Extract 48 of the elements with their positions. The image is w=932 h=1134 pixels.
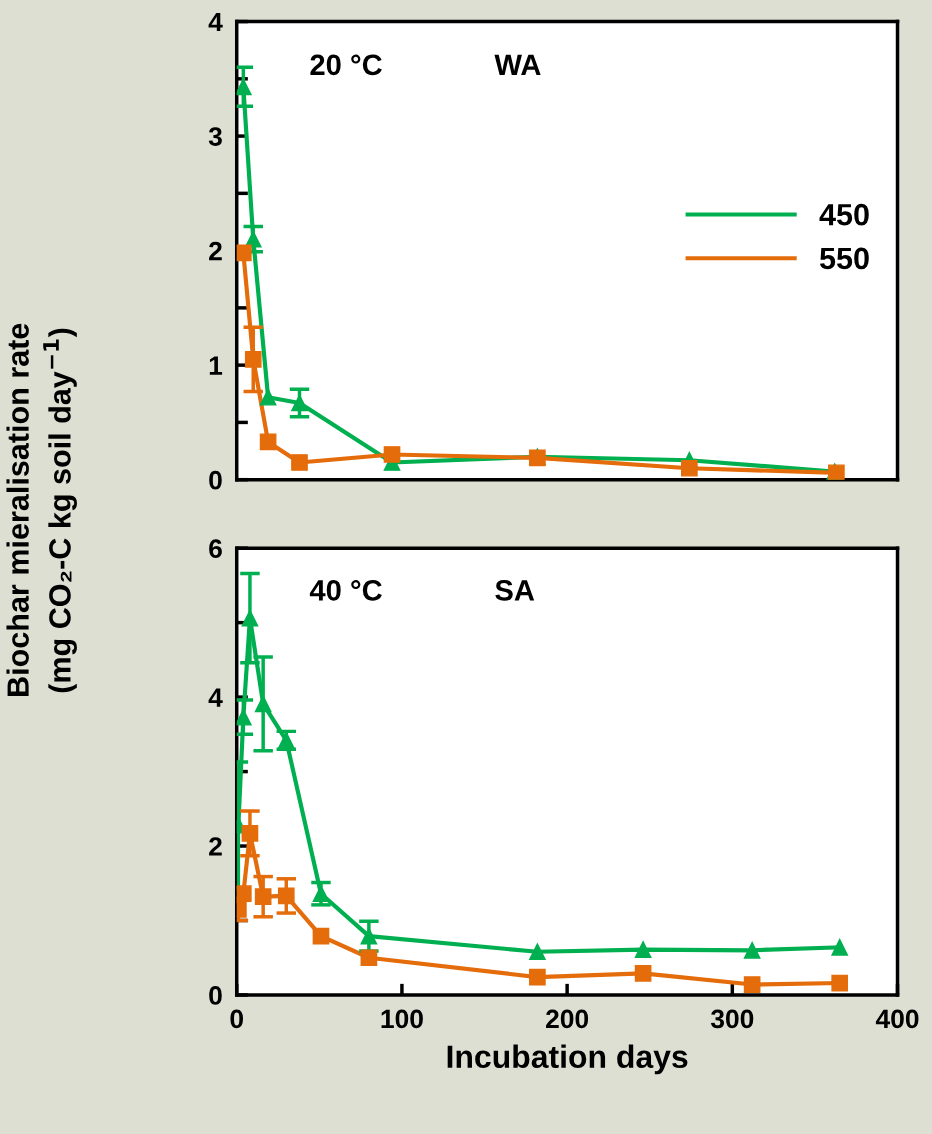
legend-label: 450 xyxy=(819,203,869,226)
point xyxy=(236,244,252,262)
point xyxy=(831,974,849,992)
y-axis-title: Biochar mieralisation rate (mg CO₂-C kg soil day$^{−1}$) xyxy=(6,323,77,696)
point xyxy=(254,888,272,906)
point xyxy=(634,965,652,982)
point xyxy=(360,949,378,967)
point xyxy=(241,825,259,842)
point xyxy=(236,78,252,96)
y-tick-label: 4 xyxy=(208,12,223,32)
y-tick-label: 0 xyxy=(209,986,222,1005)
annotation: SA xyxy=(495,580,535,601)
legend-label: 550 xyxy=(819,247,869,270)
y-tick-label: 4 xyxy=(208,688,223,707)
point xyxy=(743,941,761,959)
point xyxy=(681,459,698,477)
point xyxy=(831,938,849,956)
x-tick-label: 100 xyxy=(381,1009,423,1029)
point xyxy=(312,885,330,903)
x-tick-label: 200 xyxy=(546,1009,589,1029)
annotation: WA xyxy=(494,54,541,75)
point xyxy=(277,887,295,905)
x-tick-label: 400 xyxy=(875,1009,919,1029)
point xyxy=(254,695,272,713)
x-tick-label: 300 xyxy=(710,1009,754,1029)
point xyxy=(529,943,546,961)
annotation: 20 °C xyxy=(310,54,382,76)
point xyxy=(291,454,308,471)
annotation: 40 °C xyxy=(309,580,382,601)
point xyxy=(360,927,378,945)
point xyxy=(236,885,252,903)
point xyxy=(259,388,277,406)
point xyxy=(259,433,277,451)
y-tick-label: 1 xyxy=(209,356,223,375)
y-tick-label: 3 xyxy=(208,127,222,146)
point xyxy=(529,968,546,986)
y-tick-label: 6 xyxy=(209,539,222,558)
x-axis-title: Incubation days xyxy=(447,1044,688,1075)
x-tick-label: 0 xyxy=(230,1009,243,1029)
point xyxy=(312,927,330,945)
point xyxy=(244,351,262,368)
y-tick-label: 2 xyxy=(209,241,222,261)
y-tick-label: 2 xyxy=(209,837,222,856)
point xyxy=(743,976,761,993)
point xyxy=(383,446,401,463)
y-tick-label: 0 xyxy=(209,470,222,490)
point xyxy=(634,941,652,958)
point xyxy=(241,609,259,627)
